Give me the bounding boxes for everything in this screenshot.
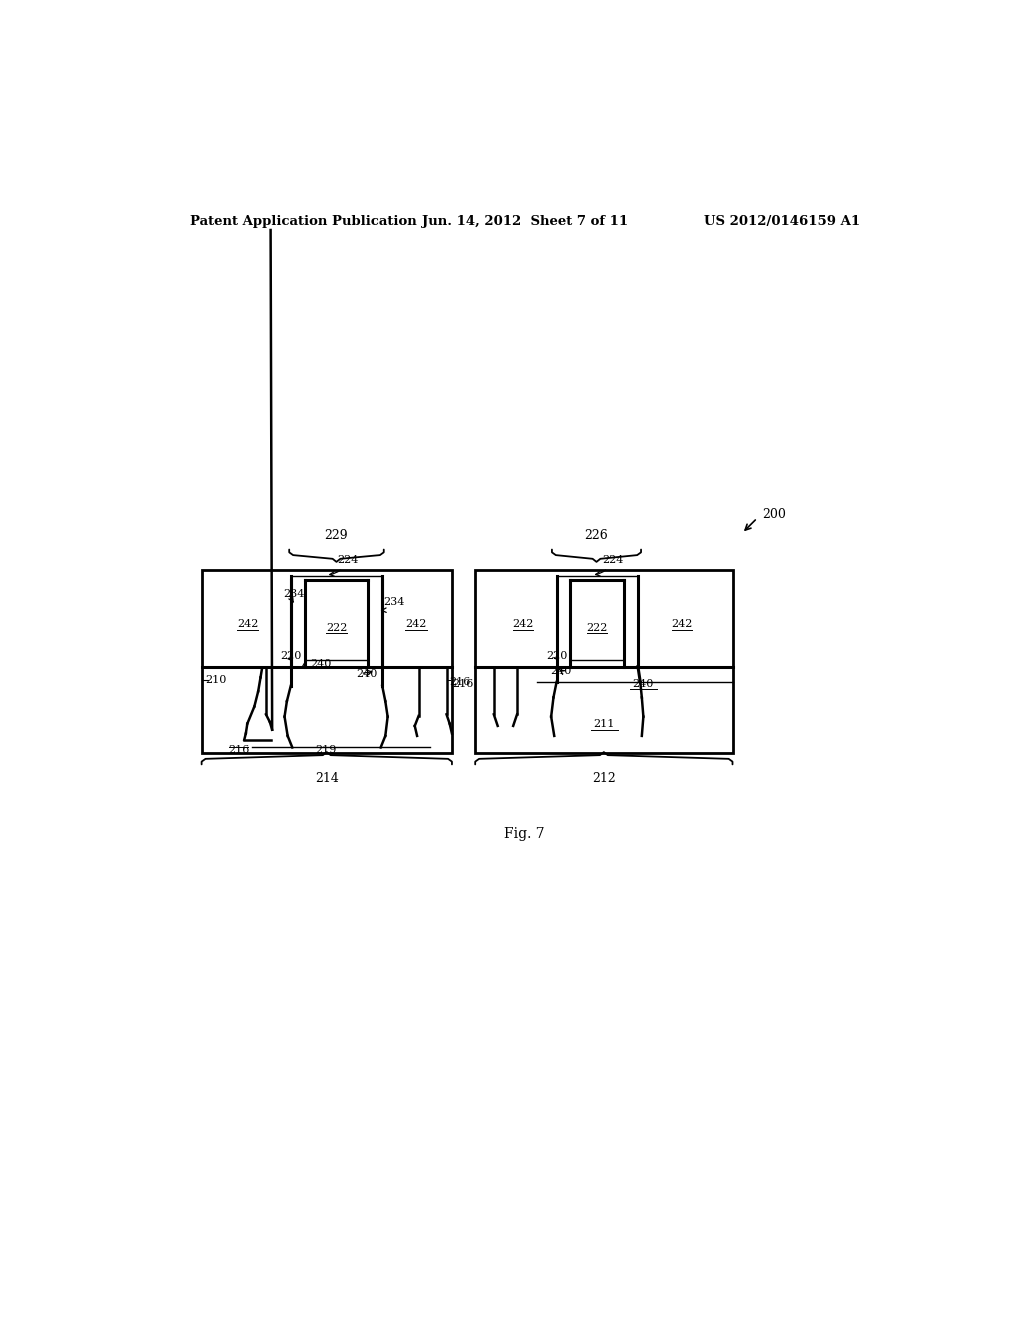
Text: 240: 240 <box>356 669 378 680</box>
Text: 224: 224 <box>330 556 358 577</box>
Text: 212: 212 <box>592 772 615 785</box>
Text: 222: 222 <box>586 623 607 634</box>
Text: 242: 242 <box>406 619 427 630</box>
Text: 216: 216 <box>228 744 250 755</box>
Text: 220: 220 <box>280 651 301 661</box>
Text: 214: 214 <box>314 772 339 785</box>
Text: Jun. 14, 2012  Sheet 7 of 11: Jun. 14, 2012 Sheet 7 of 11 <box>422 215 628 228</box>
Text: 240: 240 <box>302 659 332 669</box>
Text: 240: 240 <box>633 680 654 689</box>
FancyBboxPatch shape <box>475 570 732 752</box>
Text: 229: 229 <box>325 529 348 543</box>
Text: 216: 216 <box>450 677 471 686</box>
Text: Patent Application Publication: Patent Application Publication <box>190 215 417 228</box>
Text: 242: 242 <box>672 619 693 630</box>
Text: 226: 226 <box>585 529 608 543</box>
Text: 224: 224 <box>596 556 624 576</box>
Text: 220: 220 <box>547 651 568 661</box>
Text: 240: 240 <box>550 667 571 676</box>
Text: 210: 210 <box>206 676 227 685</box>
Text: 211: 211 <box>593 719 614 730</box>
Text: 222: 222 <box>326 623 347 634</box>
Text: US 2012/0146159 A1: US 2012/0146159 A1 <box>705 215 860 228</box>
Text: 242: 242 <box>513 619 534 630</box>
Text: 216: 216 <box>453 680 474 689</box>
Text: 234: 234 <box>381 597 406 612</box>
Text: 200: 200 <box>762 508 785 520</box>
Text: 234: 234 <box>283 589 304 602</box>
FancyBboxPatch shape <box>202 570 452 752</box>
Text: Fig. 7: Fig. 7 <box>505 828 545 841</box>
Text: 242: 242 <box>238 619 259 630</box>
Text: 219: 219 <box>315 744 336 755</box>
